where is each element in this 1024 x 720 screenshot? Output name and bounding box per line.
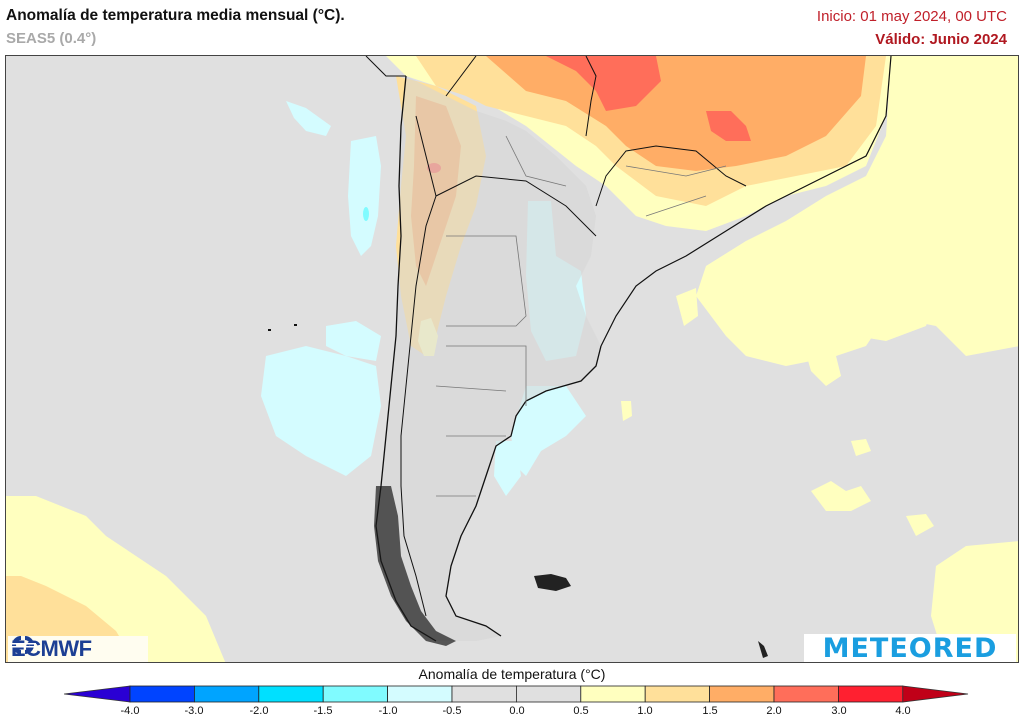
tick-label: 3.0 — [831, 705, 847, 717]
colorbar — [64, 685, 969, 703]
ecmwf-emblem-icon — [10, 636, 36, 654]
tick-label: -3.0 — [184, 705, 204, 717]
tick-label: 2.0 — [766, 705, 782, 717]
tick-label: 4.0 — [895, 705, 911, 717]
ecmwf-logo: ECMWF — [8, 636, 148, 662]
map-title: Anomalía de temperatura media mensual (°… — [6, 7, 345, 24]
init-date: Inicio: 01 may 2024, 00 UTC — [816, 8, 1007, 25]
tick-label: -2.0 — [249, 705, 269, 717]
colorbar-ticks: -4.0 -3.0 -2.0 -1.5 -1.0 -0.5 0.0 0.5 1.… — [0, 705, 1024, 719]
ecmwf-logo-text: ECMWF — [11, 636, 92, 661]
tick-label: 0.0 — [509, 705, 525, 717]
meteored-logo: METEORED — [804, 632, 1016, 663]
tick-label: -4.0 — [120, 705, 140, 717]
model-label: SEAS5 (0.4°) — [6, 30, 97, 47]
tick-label: -0.5 — [442, 705, 462, 717]
tick-label: 1.5 — [702, 705, 718, 717]
map-canvas — [6, 56, 1018, 662]
tick-label: -1.0 — [378, 705, 398, 717]
colorbar-label: Anomalía de temperatura (°C) — [418, 666, 606, 682]
meteored-logo-text: METEORED — [822, 632, 998, 663]
tick-label: 1.0 — [637, 705, 653, 717]
valid-date: Válido: Junio 2024 — [875, 31, 1007, 48]
tick-label: 0.5 — [573, 705, 589, 717]
tick-label: -1.5 — [313, 705, 333, 717]
anomaly-map: ECMWF METEORED — [5, 55, 1019, 663]
